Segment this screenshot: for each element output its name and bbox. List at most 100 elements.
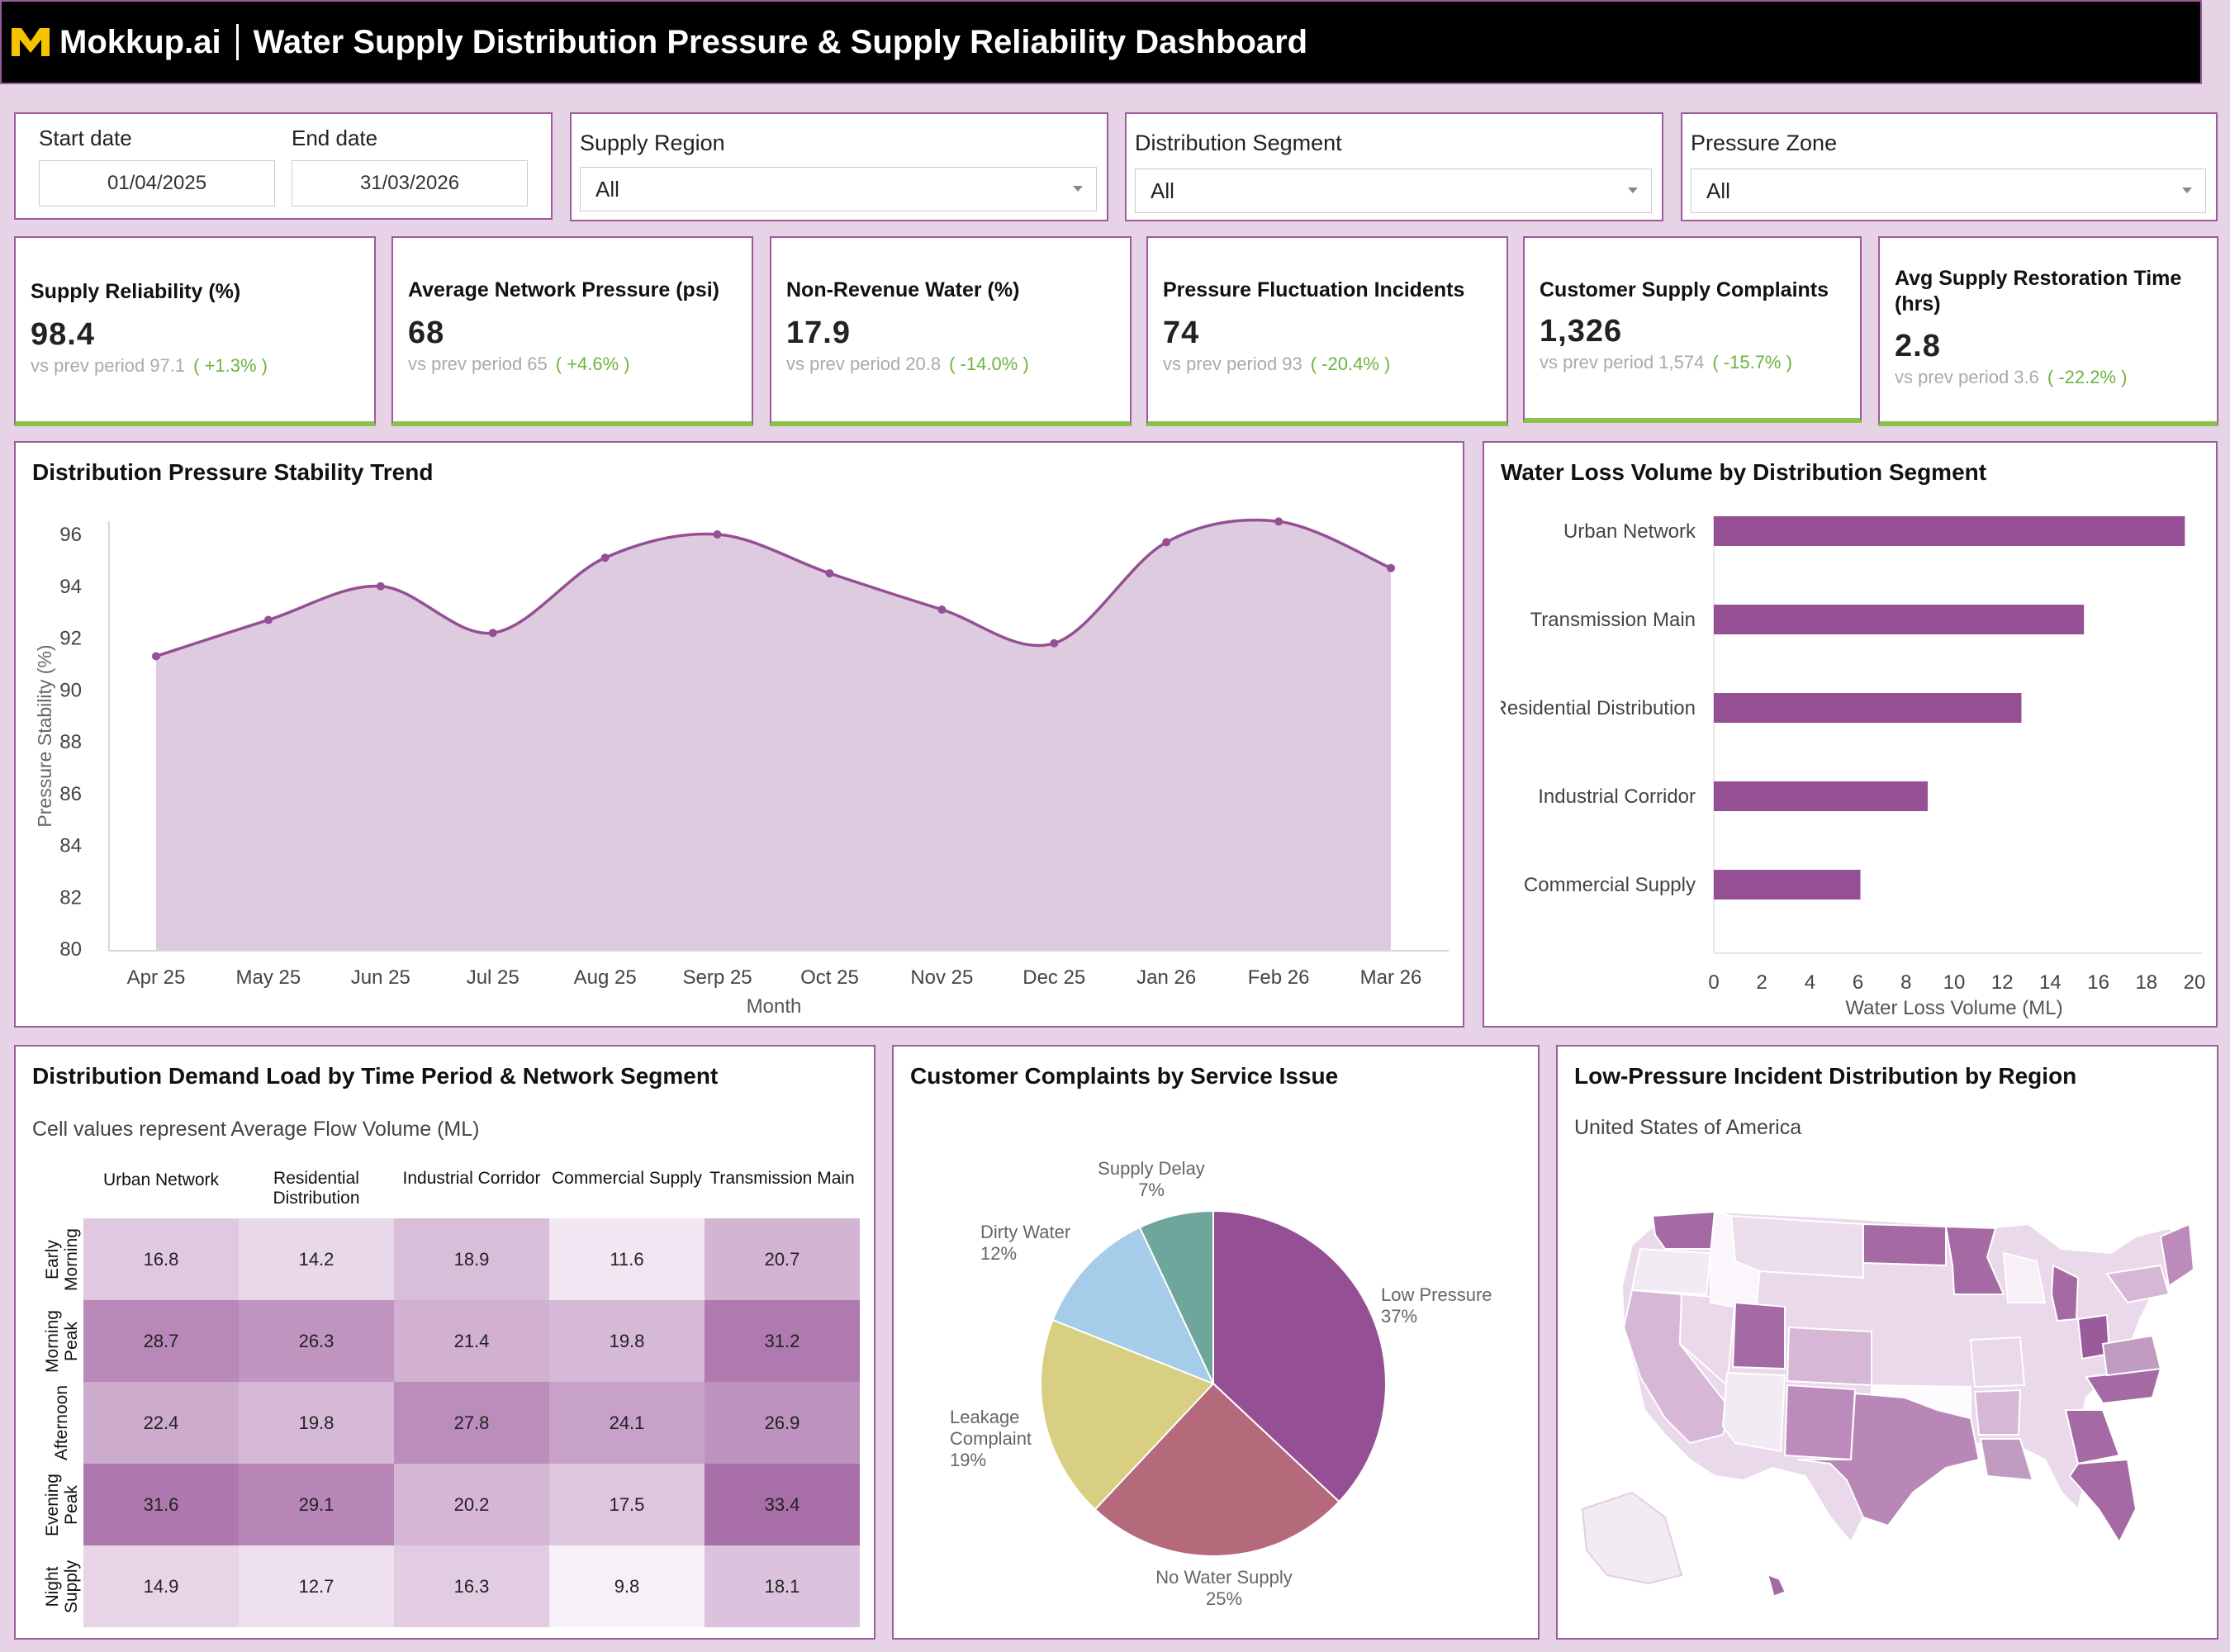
water-loss-bar xyxy=(1714,781,1928,811)
x-tick-label: 0 xyxy=(1708,971,1719,994)
pie-slice xyxy=(1138,1209,1214,1384)
heatmap-cell: 21.4 xyxy=(394,1300,549,1382)
heatmap-cell: 27.8 xyxy=(394,1382,549,1464)
start-date-input[interactable]: 01/04/2025 xyxy=(39,160,275,206)
pie-slice xyxy=(1051,1226,1215,1385)
y-tick-label: 94 xyxy=(59,576,82,598)
pie-slice-label: Low Pressure xyxy=(1381,1284,1492,1305)
kpi-value: 98.4 xyxy=(31,317,95,352)
map-state-washington xyxy=(1651,1210,1718,1250)
pressure-zone-value: All xyxy=(1706,178,1730,203)
heatmap-cell: 26.9 xyxy=(705,1382,860,1464)
kpi-non-revenue-water: Non-Revenue Water (%) 17.9 vs prev perio… xyxy=(770,236,1132,426)
kpi-supply-reliability: Supply Reliability (%) 98.4 vs prev peri… xyxy=(14,236,376,426)
low-pressure-map-panel: Low-Pressure Incident Distribution by Re… xyxy=(1556,1045,2218,1640)
data-point xyxy=(263,615,273,624)
heatmap-cell: 18.1 xyxy=(705,1545,860,1627)
water-loss-chart: Urban Network Transmission Main Residentia… xyxy=(1484,512,2205,1019)
x-tick-label: Jul 25 xyxy=(467,966,520,989)
x-axis-title: Water Loss Volume (ML) xyxy=(1845,997,2062,1019)
data-point xyxy=(1387,563,1395,572)
map-state-georgia xyxy=(2064,1409,2121,1465)
panel-title: Distribution Pressure Stability Trend xyxy=(32,459,434,485)
pie-slice-percent: 19% xyxy=(950,1450,986,1470)
kpi-comparison: vs prev period 65 ( +4.6% ) xyxy=(408,354,630,375)
data-point xyxy=(825,569,834,578)
pie-slice-label: No Water Supply xyxy=(1155,1567,1292,1588)
heatmap-row-label: Afternoon xyxy=(52,1384,72,1461)
usa-choropleth-map xyxy=(1581,1210,2195,1597)
y-tick-label: 86 xyxy=(59,783,82,805)
heatmap-column-label: Residential Distribution xyxy=(273,1169,360,1208)
x-tick-label: 8 xyxy=(1900,971,1911,994)
pie-slice-label: Complaint xyxy=(950,1428,1032,1449)
map-state-missouri xyxy=(1969,1336,2026,1389)
heatmap-column-label: Transmission Main xyxy=(709,1169,855,1188)
panel-title: Low-Pressure Incident Distribution by Re… xyxy=(1574,1063,2077,1089)
heatmap-column-label: Urban Network xyxy=(102,1170,220,1189)
data-point xyxy=(1274,517,1283,526)
kpi-average-network-pressure: Average Network Pressure (psi) 68 vs pre… xyxy=(391,236,753,426)
x-tick-label: Mar 26 xyxy=(1360,966,1422,989)
kpi-comparison: vs prev period 1,574 ( -15.7% ) xyxy=(1540,352,1792,373)
water-loss-panel: Water Loss Volume by Distribution Segmen… xyxy=(1483,441,2218,1028)
distribution-segment-select[interactable]: All xyxy=(1135,169,1652,213)
panel-subtitle: Cell values represent Average Flow Volum… xyxy=(32,1118,480,1141)
x-tick-label: Dec 25 xyxy=(1022,966,1085,989)
start-date-label: Start date xyxy=(39,126,132,150)
mokkup-logo-icon xyxy=(12,28,50,56)
kpi-change: ( -14.0% ) xyxy=(949,354,1029,374)
category-label: Industrial Corridor xyxy=(1538,786,1696,808)
map-state-oregon xyxy=(1630,1247,1712,1296)
heatmap-cell: 9.8 xyxy=(549,1545,705,1627)
x-tick-label: 4 xyxy=(1805,971,1815,994)
end-date-input[interactable]: 31/03/2026 xyxy=(292,160,528,206)
map-state-florida xyxy=(2068,1458,2137,1545)
kpi-prev-period: vs prev period 20.8 xyxy=(786,354,942,374)
map-state-new-mexico xyxy=(1783,1384,1857,1461)
category-label: Transmission Main xyxy=(1530,609,1696,631)
map-subtitle: United States of America xyxy=(1574,1116,1802,1139)
brand-name: Mokkup.ai xyxy=(59,23,221,60)
y-tick-label: 82 xyxy=(59,886,82,909)
data-point xyxy=(713,530,722,539)
header-divider xyxy=(235,24,239,60)
kpi-title: Average Network Pressure (psi) xyxy=(408,278,720,301)
pressure-trend-chart: 80 82 84 86 88 90 92 94 96 Apr 25 May 25 Jun 25 Jul … xyxy=(34,517,1449,1018)
x-tick-label: 10 xyxy=(1943,971,1966,994)
pie-slice-label: Supply Delay xyxy=(1098,1158,1205,1179)
kpi-prev-period: vs prev period 1,574 xyxy=(1540,352,1705,373)
map-state-oklahoma xyxy=(1871,1384,1971,1420)
map-state-colorado xyxy=(1786,1326,1872,1387)
supply-region-filter: Supply Region All xyxy=(570,112,1108,221)
heatmap-cell: 28.7 xyxy=(83,1300,239,1382)
heatmap-cell: 20.7 xyxy=(705,1218,860,1300)
kpi-value: 68 xyxy=(408,316,445,350)
x-tick-label: Apr 25 xyxy=(127,966,186,989)
pie-slice-label: Dirty Water xyxy=(980,1222,1070,1242)
pressure-zone-select[interactable]: All xyxy=(1691,169,2206,213)
demand-heatmap-panel: Distribution Demand Load by Time Period … xyxy=(14,1045,875,1640)
kpi-pressure-fluctuation-incidents: Pressure Fluctuation Incidents 74 vs pre… xyxy=(1146,236,1508,426)
heatmap-cell: 20.2 xyxy=(394,1464,549,1545)
kpi-comparison: vs prev period 93 ( -20.4% ) xyxy=(1163,354,1390,375)
chevron-down-icon xyxy=(1628,188,1638,193)
map-state-new-england xyxy=(2159,1222,2195,1288)
y-tick-label: 96 xyxy=(59,524,82,546)
pie-slice xyxy=(1212,1209,1387,1503)
distribution-segment-filter: Distribution Segment All xyxy=(1125,112,1663,221)
heatmap-column-label: Industrial Corridor xyxy=(402,1169,541,1188)
heatmap-cell: 26.3 xyxy=(239,1300,394,1382)
heatmap-cell: 33.4 xyxy=(705,1464,860,1545)
map-state-wisconsin xyxy=(2002,1251,2047,1303)
data-point xyxy=(488,629,497,638)
data-point xyxy=(937,605,947,614)
data-point xyxy=(152,652,160,661)
panel-title: Water Loss Volume by Distribution Segmen… xyxy=(1501,459,1987,485)
supply-region-select[interactable]: All xyxy=(580,167,1097,211)
heatmap-cell: 19.8 xyxy=(549,1300,705,1382)
x-tick-label: 16 xyxy=(2087,971,2109,994)
heatmap-cell: 17.5 xyxy=(549,1464,705,1545)
pie-slice-percent: 25% xyxy=(1206,1588,1242,1609)
kpi-change: ( +4.6% ) xyxy=(555,354,630,374)
